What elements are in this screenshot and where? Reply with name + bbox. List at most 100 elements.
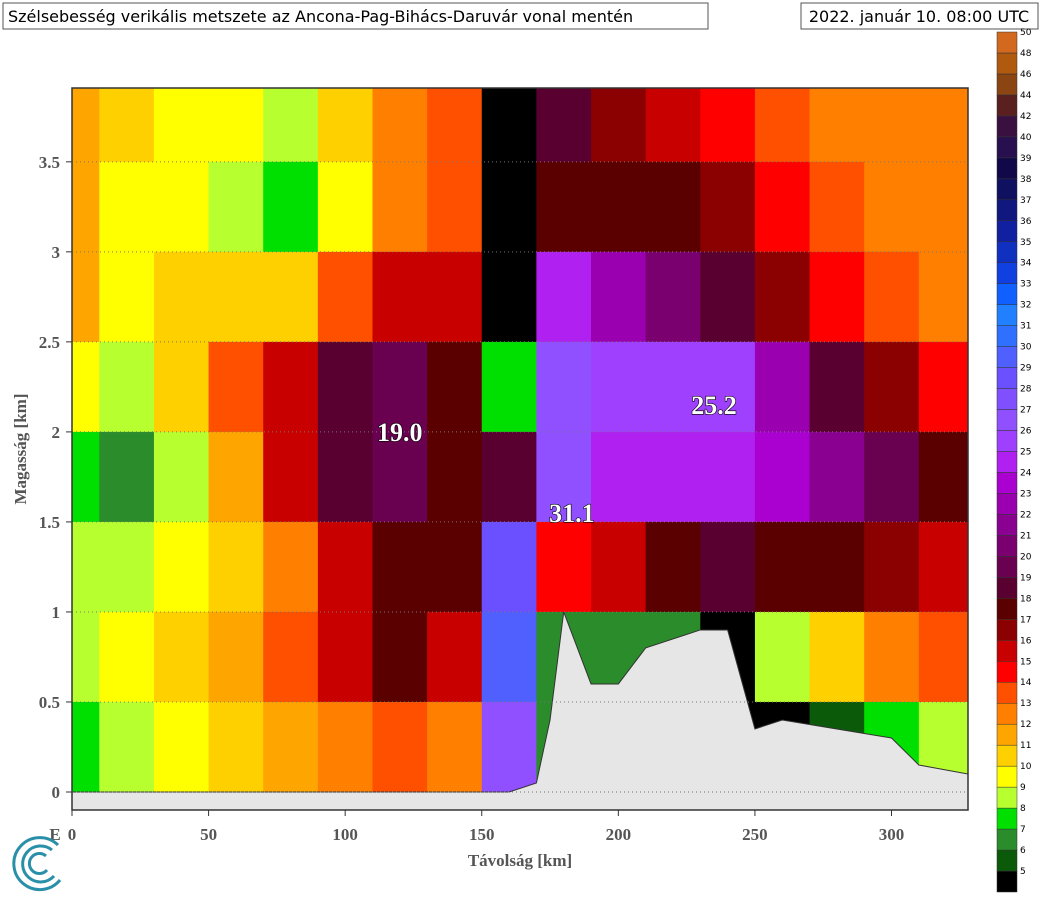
field-cell (153, 88, 210, 163)
field-cell (481, 611, 537, 703)
field-cell (208, 431, 264, 523)
field-cell (918, 521, 968, 613)
colorbar-label: 25 (1020, 448, 1031, 458)
colorbar-label: 5 (1020, 867, 1026, 877)
field-cell (99, 161, 155, 253)
colorbar-box (996, 283, 1018, 305)
colorbar-label: 37 (1020, 196, 1031, 206)
colorbar-box (996, 723, 1018, 746)
field-cell (645, 341, 701, 433)
field-cell (700, 251, 756, 343)
annotation: 25.2 (691, 391, 737, 420)
field-cell (918, 251, 968, 343)
field-cell (153, 341, 210, 433)
field-cell (208, 251, 264, 343)
y-axis-label: Magasság [km] (11, 394, 30, 505)
field-cell (809, 431, 865, 523)
field-cell (645, 88, 701, 163)
colorbar-box (996, 73, 1018, 96)
colorbar-label: 13 (1020, 699, 1031, 709)
field-cell (317, 88, 373, 163)
field-cell (918, 341, 968, 433)
field-cell (427, 611, 483, 703)
colorbar-label: 39 (1020, 154, 1032, 164)
colorbar-label: 26 (1020, 427, 1032, 437)
colorbar-label: 17 (1020, 615, 1031, 625)
colorbar-box (996, 451, 1018, 473)
field-cell (536, 161, 592, 253)
field-cell (208, 341, 264, 433)
field-cell (754, 521, 811, 613)
field-cell (317, 431, 373, 523)
colorbar-label: 11 (1020, 741, 1031, 751)
field-cell (481, 341, 537, 433)
field-cell (754, 161, 811, 253)
field-cell (99, 251, 155, 343)
field-cell (591, 431, 647, 523)
y-tick-label: 3.5 (39, 153, 60, 172)
colorbar-box (996, 514, 1018, 536)
colorbar-label: 28 (1020, 385, 1032, 395)
colorbar-label: 7 (1020, 825, 1026, 835)
field-cell (372, 521, 428, 613)
field-cell (481, 431, 537, 523)
y-tick-label: 2.5 (39, 333, 60, 352)
colorbar-label: 6 (1020, 846, 1026, 856)
y-tick-label: 1.5 (39, 513, 60, 532)
field-cell (372, 88, 428, 163)
x-tick-label: 0 (68, 825, 77, 844)
field-cell (754, 88, 811, 163)
field-cell (809, 341, 865, 433)
field-cell (72, 88, 100, 163)
field-cell (700, 431, 756, 523)
colorbar-box (996, 556, 1018, 578)
field-cell (809, 611, 865, 703)
field-cell (591, 161, 647, 253)
field-cell (700, 88, 756, 163)
x-tick-label: 50 (200, 825, 217, 844)
colorbar-box (996, 577, 1018, 599)
field-cell (754, 611, 811, 703)
field-cell (918, 611, 968, 703)
colorbar-label: 22 (1020, 510, 1031, 520)
field-cell (208, 611, 264, 703)
field-cell (536, 521, 592, 613)
y-tick-label: 3 (52, 243, 61, 262)
field-cell (317, 521, 373, 613)
field-cell (754, 431, 811, 523)
colorbar-label: 46 (1020, 70, 1032, 80)
x-tick-label: 250 (742, 825, 768, 844)
colorbar-label: 50 (1020, 28, 1032, 38)
x-axis-label: Távolság [km] (468, 851, 572, 870)
colorbar-box (996, 828, 1018, 851)
colorbar-box (996, 472, 1018, 494)
annotation: 19.0 (377, 418, 423, 447)
field-cell (263, 431, 319, 523)
colorbar-label: 40 (1020, 133, 1032, 143)
colorbar-label: 29 (1020, 364, 1032, 374)
colorbar-box (996, 31, 1018, 54)
colorbar-box (996, 409, 1018, 431)
field-cell (372, 341, 428, 433)
field-cell (591, 341, 647, 433)
field-cell (153, 521, 210, 613)
field-cell (263, 88, 319, 163)
field-cell (591, 88, 647, 163)
colorbar-box (996, 157, 1018, 180)
field-cell (700, 341, 756, 433)
colorbar-box (996, 346, 1018, 368)
colorbar-box (996, 430, 1018, 452)
field-cell (153, 251, 210, 343)
field-cell (208, 88, 264, 163)
colorbar-box (996, 304, 1018, 326)
colorbar-label: 9 (1020, 783, 1026, 793)
field-cell (864, 161, 920, 253)
field-cell (536, 341, 592, 433)
field-cell (208, 161, 264, 253)
y-tick-label: 2 (52, 423, 61, 442)
field-cell (153, 611, 210, 703)
field-cell (317, 701, 373, 793)
field-cell (72, 341, 100, 433)
y-tick-label: 0.5 (39, 693, 60, 712)
field-cell (809, 251, 865, 343)
